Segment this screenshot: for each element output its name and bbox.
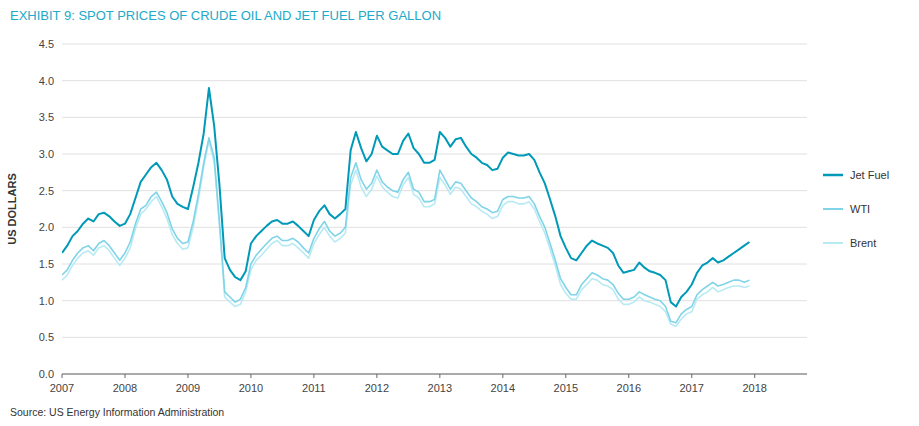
x-tick-label: 2016 [617,382,641,394]
grid-line [62,80,807,81]
x-tick [187,374,188,378]
x-tick [376,374,377,378]
y-tick-label: 2.0 [39,221,54,233]
x-tick-label: 2015 [554,382,578,394]
lines [62,88,749,326]
grid-line [62,44,807,45]
legend-swatch [823,174,843,177]
legend-label: Brent [850,237,876,249]
grid-line [62,190,807,191]
x-tick [250,374,251,378]
legend-label: WTI [850,203,870,215]
x-tick-label: 2010 [239,382,263,394]
x-tick [565,374,566,378]
x-tick-label: 2013 [428,382,452,394]
x-axis-line [62,374,807,375]
line-series [62,141,749,327]
x-tick [628,374,629,378]
legend-swatch [823,208,843,210]
x-tick-label: 2012 [365,382,389,394]
x-tick-label: 2017 [680,382,704,394]
x-tick-label: 2009 [176,382,200,394]
grid-line [62,227,807,228]
legend-label: Jet Fuel [850,169,889,181]
y-tick-label: 4.0 [39,75,54,87]
x-tick-label: 2014 [491,382,515,394]
grid [62,44,807,374]
grid-line [62,374,807,375]
source: Source: US Energy Information Administra… [10,406,224,418]
y-tick-label: 0.5 [39,331,54,343]
x-tick [62,374,63,378]
y-tick-label: 0.0 [39,368,54,380]
line-series [62,138,749,323]
x-tick-label: 2008 [113,382,137,394]
legend-swatch [823,242,843,244]
title: EXHIBIT 9: SPOT PRICES OF CRUDE OIL AND … [10,8,441,23]
x-tick [124,374,125,378]
x-tick-label: 2018 [742,382,766,394]
y-tick-label: 3.5 [39,111,54,123]
y-tick-label: 3.0 [39,148,54,160]
x-tick [313,374,314,378]
x-tick [691,374,692,378]
y-tick-label: 1.0 [39,295,54,307]
x-axis: 2007 2008 2009 2010 2011 2012 2013 2014 2015 2016… [50,374,807,394]
x-tick [439,374,440,378]
grid-line [62,154,807,155]
x-tick-label: 2007 [50,382,74,394]
y-axis-label: US DOLLARS [6,173,18,245]
y-tick-label: 1.5 [39,258,54,270]
line-series [62,88,749,307]
legend: Jet Fuel WTI Brent [823,169,889,249]
x-tick [754,374,755,378]
grid-line [62,264,807,265]
y-tick-label: 2.5 [39,185,54,197]
grid-line [62,117,807,118]
y-axis: 0.0 0.5 1.0 1.5 2.0 2.5 3.0 3.5 4.0 4.5 [39,38,54,380]
x-tick [502,374,503,378]
grid-line [62,337,807,338]
x-tick-label: 2011 [302,382,326,394]
chart-container: EXHIBIT 9: SPOT PRICES OF CRUDE OIL AND … [0,0,919,426]
chart: EXHIBIT 9: SPOT PRICES OF CRUDE OIL AND … [0,0,919,426]
y-tick-label: 4.5 [39,38,54,50]
